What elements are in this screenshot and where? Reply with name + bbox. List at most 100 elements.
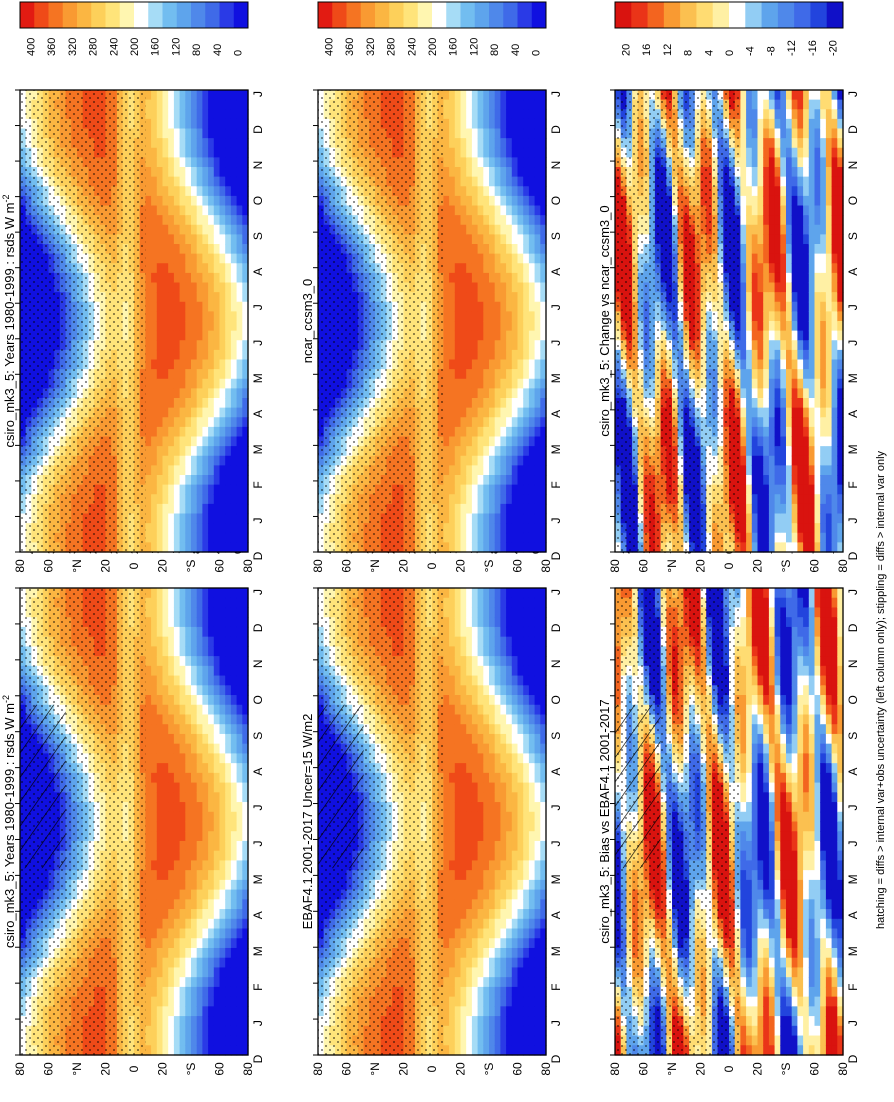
heatmap-cell [230,542,238,553]
heatmap-cell [145,626,152,638]
heatmap-cell [156,996,164,1007]
heatmap-cell [191,176,198,187]
heatmap-cell [185,870,192,881]
heatmap-cell [156,494,164,505]
heatmap-cell [242,542,249,553]
heatmap-cell [185,330,192,341]
heatmap-cell [219,186,226,197]
heatmap-cell [219,475,226,486]
heatmap-cell [145,205,152,216]
heatmap-cell [145,475,152,486]
heatmap-cell [156,724,164,735]
heatmap-cell [208,733,215,745]
heatmap-cell [225,234,232,245]
heatmap-cell [196,695,203,706]
heatmap-cell [230,617,238,628]
colorbar-swatch [219,2,235,28]
heatmap-cell [179,484,186,495]
heatmap-cell [168,475,175,486]
heatmap-cell [191,513,198,524]
heatmap-cell [145,426,152,438]
heatmap-cell [196,426,203,438]
heatmap-cell [173,772,181,784]
heatmap-cell [219,263,226,274]
heatmap-cell [168,782,175,793]
heatmap-cell [156,1045,164,1056]
heatmap-cell [230,588,238,599]
heatmap-cell [230,733,238,745]
heatmap-cell [191,1035,198,1046]
heatmap-cell [162,724,169,735]
heatmap-cell [202,695,209,706]
heatmap-cell [213,850,221,862]
heatmap-cell [185,523,192,534]
heatmap-cell [156,879,164,891]
heatmap-cell [219,802,226,813]
heatmap-cell [219,340,226,351]
heatmap-cell [191,244,198,255]
heatmap-cell [213,128,221,139]
heatmap-cell [162,330,169,341]
heatmap-cell [236,714,243,725]
heatmap-cell [173,597,181,609]
heatmap-cell [156,626,164,638]
heatmap-cell [179,215,186,226]
heatmap-cell [185,503,192,515]
heatmap-cell [173,860,181,871]
heatmap-cell [236,90,243,101]
heatmap-cell [191,733,198,745]
heatmap-cell [185,802,192,813]
heatmap-cell [151,321,158,332]
heatmap-cell [179,996,186,1007]
heatmap-cell [202,753,209,764]
heatmap-cell [208,388,215,399]
heatmap-cell [168,253,175,264]
heatmap-cell [236,831,243,842]
heatmap-cell [179,704,186,716]
y-tick-label: 20 [99,559,113,573]
heatmap-cell [225,646,232,657]
heatmap-cell [179,879,186,891]
heatmap-cell [219,369,226,380]
heatmap-cell [213,118,221,130]
heatmap-cell [242,292,249,303]
heatmap-cell [196,1016,203,1027]
heatmap-cell [230,349,238,361]
colorbar-tick-label: 320 [67,38,79,56]
heatmap-cell [179,109,186,120]
heatmap-cell [145,99,152,110]
heatmap-cell [219,99,226,110]
heatmap-cell [173,330,181,341]
x-tick-label: J [251,340,265,346]
heatmap-cell [202,889,209,900]
heatmap-cell [162,918,169,930]
heatmap-cell [145,947,152,959]
heatmap-cell [236,889,243,900]
heatmap-cell [236,967,243,978]
heatmap-cell [208,301,215,312]
heatmap-cell [225,1045,232,1056]
heatmap-cell [145,224,152,235]
heatmap-cell [219,532,226,543]
heatmap-cell [196,340,203,351]
heatmap-cell [151,1035,158,1046]
heatmap-cell [162,446,169,457]
heatmap-cell [196,685,203,696]
heatmap-cell [162,947,169,959]
heatmap-cell [145,617,152,628]
heatmap-cell [179,90,186,101]
colorbar-tick-label: 120 [170,38,182,56]
heatmap-cell [191,772,198,784]
heatmap-cell [202,195,209,207]
heatmap-cell [173,733,181,745]
heatmap-cell [173,840,181,852]
heatmap-cell [151,426,158,438]
heatmap-cell [185,99,192,110]
heatmap-cell [185,597,192,609]
heatmap-cell [191,597,198,609]
heatmap-cell [236,646,243,657]
chart-title: csiro_mk3_5: Years 1980-1999 : rsds W m-… [1,195,17,448]
heatmap-cell [208,186,215,197]
heatmap-cell [185,128,192,139]
heatmap-cell [213,99,221,110]
